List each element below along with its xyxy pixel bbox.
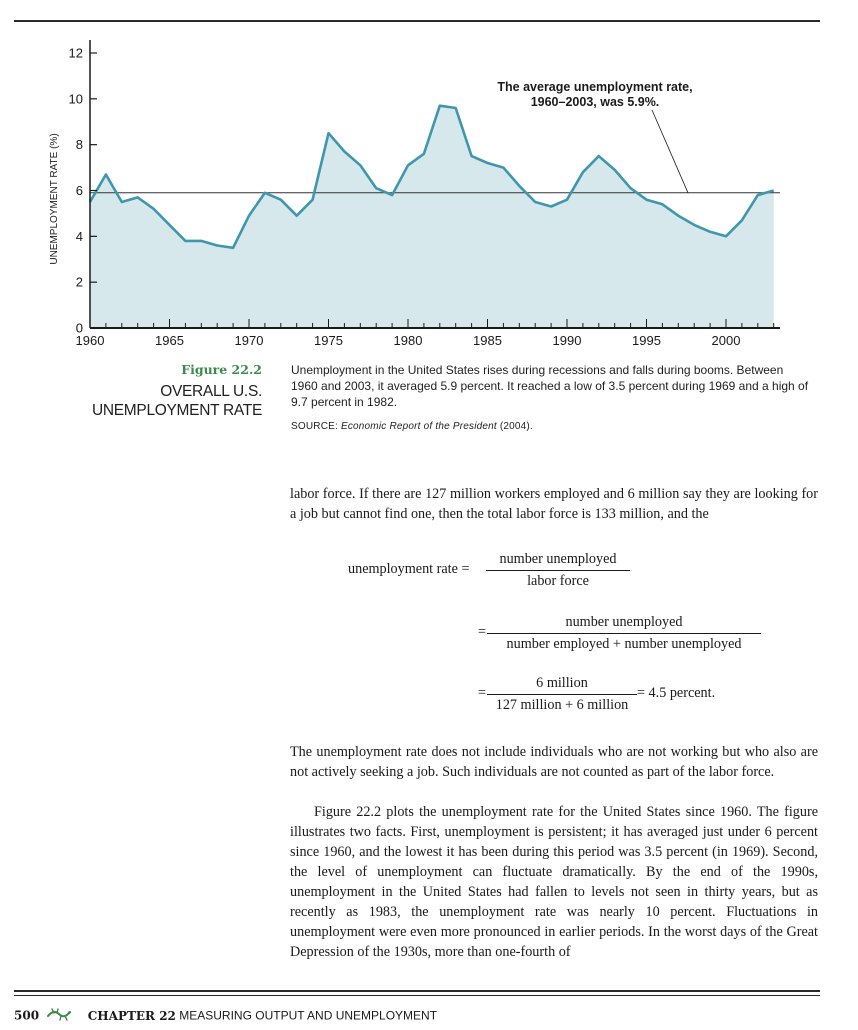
equation-result: = 4.5 percent. bbox=[637, 685, 716, 701]
figure-source: SOURCE: Economic Report of the President… bbox=[291, 421, 533, 432]
y-tick-label: 10 bbox=[69, 91, 83, 106]
fraction-3-numerator: 6 million bbox=[487, 675, 637, 695]
x-tick-label: 1970 bbox=[235, 333, 264, 348]
y-tick-label: 4 bbox=[76, 229, 83, 244]
y-tick-label: 12 bbox=[69, 46, 83, 61]
page-footer: 500 CHAPTER 22 MEASURING OUTPUT AND UNEM… bbox=[14, 1008, 437, 1025]
fraction-1-denominator: labor force bbox=[527, 573, 589, 589]
source-suffix: (2004). bbox=[496, 421, 533, 432]
x-tick-label: 1995 bbox=[632, 333, 661, 348]
annotation-text: The average unemployment rate, bbox=[497, 80, 692, 94]
lizard-icon bbox=[46, 1008, 72, 1025]
x-tick-label: 1980 bbox=[394, 333, 423, 348]
x-tick-label: 1965 bbox=[155, 333, 184, 348]
x-tick-label: 1985 bbox=[473, 333, 502, 348]
fraction-3: 6 million 127 million + 6 million bbox=[487, 675, 637, 714]
bottom-rule bbox=[14, 990, 820, 992]
x-tick-label: 1975 bbox=[314, 333, 343, 348]
y-tick-label: 8 bbox=[76, 137, 83, 152]
x-tick-label: 1960 bbox=[76, 333, 105, 348]
series-line bbox=[88, 104, 775, 250]
paragraph-3: Figure 22.2 plots the unemployment rate … bbox=[290, 804, 818, 960]
fraction-2: number unemployed number employed + numb… bbox=[487, 614, 761, 653]
equation-lhs: unemployment rate = bbox=[348, 561, 470, 577]
x-tick-label: 1990 bbox=[553, 333, 582, 348]
equation-equals-3: = bbox=[478, 685, 487, 701]
annotation-text: 1960–2003, was 5.9%. bbox=[531, 95, 660, 109]
source-prefix: SOURCE: bbox=[291, 421, 341, 432]
area-fill bbox=[90, 105, 774, 328]
unemployment-chart: 0 2 4 6 8 10 12 1960 1965 1970 1975 1980 1985 1990 199… bbox=[49, 40, 780, 348]
figure-number: Figure 22.2 bbox=[181, 362, 262, 377]
fraction-3-denominator: 127 million + 6 million bbox=[495, 697, 629, 713]
chapter-title: MEASURING OUTPUT AND UNEMPLOYMENT bbox=[179, 1008, 438, 1023]
y-tick-label: 0 bbox=[76, 321, 83, 336]
fraction-2-denominator: number employed + number unemployed bbox=[506, 636, 742, 652]
y-axis-label: UNEMPLOYMENT RATE (%) bbox=[49, 133, 60, 264]
paragraph-1: labor force. If there are 127 million wo… bbox=[290, 486, 818, 522]
y-tick-label: 2 bbox=[76, 275, 83, 290]
x-tick-label: 2000 bbox=[712, 333, 741, 348]
annotation-pointer bbox=[651, 109, 689, 193]
top-rule bbox=[14, 20, 820, 22]
bottom-rule-thin bbox=[14, 995, 820, 996]
figure-title: OVERALL U.S. UNEMPLOYMENT RATE bbox=[91, 383, 262, 419]
chapter-label: CHAPTER 22 bbox=[87, 1008, 176, 1023]
figure-caption: Unemployment in the United States rises … bbox=[291, 363, 809, 409]
equation-equals-2: = bbox=[478, 624, 487, 640]
fraction-1-numerator: number unemployed bbox=[486, 551, 630, 571]
fraction-1: number unemployed labor force bbox=[486, 551, 630, 590]
source-title: Economic Report of the President bbox=[340, 421, 497, 432]
y-tick-label: 6 bbox=[76, 183, 83, 198]
fraction-2-numerator: number unemployed bbox=[487, 614, 761, 634]
paragraph-2: The unemployment rate does not include i… bbox=[290, 744, 818, 780]
page-number: 500 bbox=[14, 1008, 40, 1023]
